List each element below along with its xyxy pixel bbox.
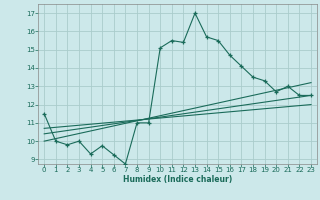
X-axis label: Humidex (Indice chaleur): Humidex (Indice chaleur) bbox=[123, 175, 232, 184]
